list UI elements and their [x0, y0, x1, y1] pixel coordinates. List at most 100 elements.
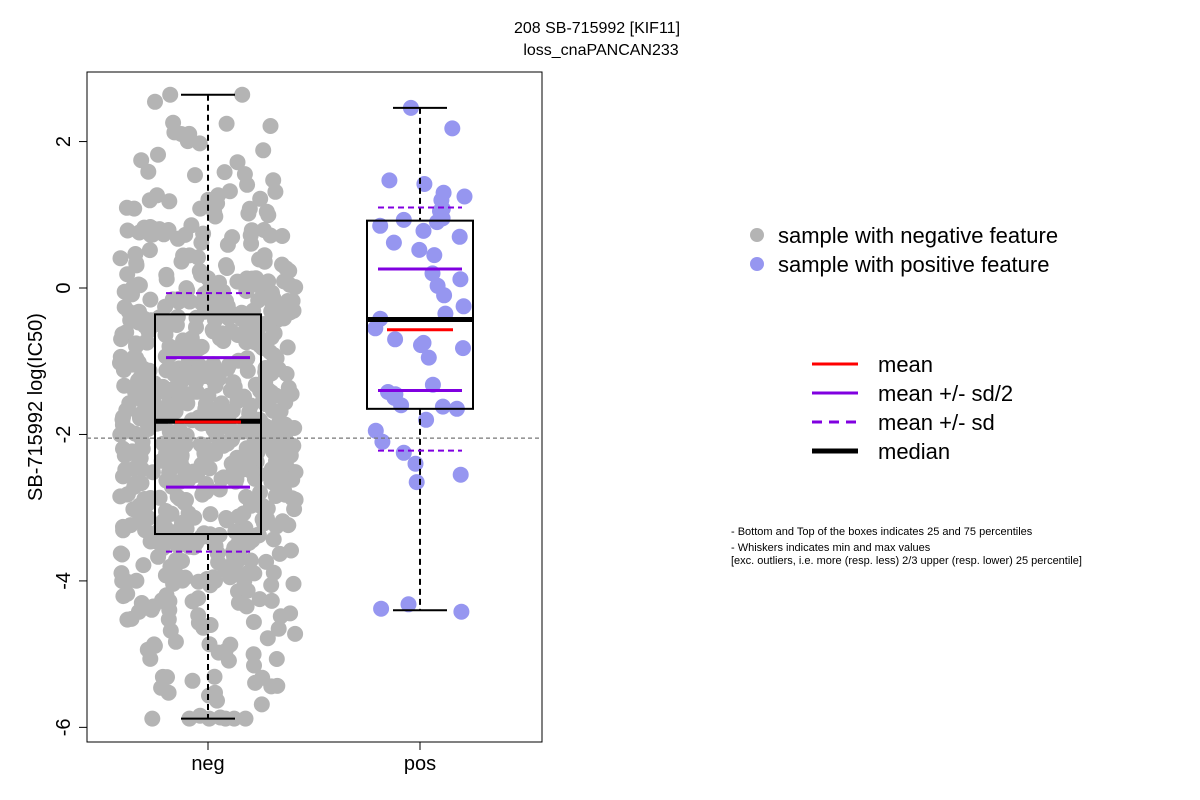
legend-neg-marker [750, 228, 764, 242]
pos-point [455, 298, 472, 315]
pos-point [413, 337, 429, 354]
neg-point [202, 617, 219, 633]
legend-lines: mean mean +/- sd/2 mean +/- sd median [812, 352, 1013, 464]
neg-point [236, 325, 253, 341]
neg-point [276, 482, 293, 499]
neg-point [246, 430, 263, 447]
neg-box [154, 313, 262, 536]
neg-point [162, 86, 179, 103]
neg-point [259, 630, 276, 647]
pos-point [426, 247, 443, 264]
neg-point [191, 135, 208, 152]
neg-point [150, 146, 166, 163]
x-axis: neg pos [191, 742, 436, 775]
legend-mean-label: mean [878, 352, 933, 377]
neg-point [237, 710, 254, 727]
neg-point [287, 491, 304, 508]
neg-point [210, 437, 227, 454]
neg-point [150, 548, 167, 565]
pos-point [415, 222, 432, 239]
neg-point [270, 620, 287, 637]
neg-point [252, 190, 269, 207]
neg-point [254, 669, 271, 686]
neg-point [268, 452, 284, 469]
neg-point [193, 234, 210, 251]
pos-point [420, 349, 437, 366]
y-tick-label: -2 [53, 426, 75, 444]
neg-point [130, 304, 146, 321]
note-line-3: [exc. outliers, i.e. more (resp. less) 2… [731, 555, 1082, 567]
neg-point [280, 304, 297, 321]
legend-pos-marker [750, 257, 764, 271]
pos-point [367, 320, 384, 337]
neg-point [205, 356, 222, 373]
neg-point [130, 603, 147, 620]
neg-point [265, 289, 282, 306]
neg-point [121, 395, 138, 412]
neg-point [207, 312, 223, 329]
neg-point [262, 118, 279, 134]
neg-point [116, 299, 133, 316]
neg-point [241, 564, 258, 581]
neg-point [127, 425, 144, 442]
neg-point [174, 572, 191, 589]
neg-point [181, 293, 198, 310]
y-axis-label: SB-715992 log(IC50) [25, 313, 47, 501]
neg-point [161, 193, 178, 210]
neg-point [276, 470, 293, 487]
neg-point [177, 226, 194, 243]
neg-point [146, 637, 163, 654]
neg-point [114, 326, 131, 343]
neg-point [218, 115, 235, 132]
neg-point [115, 588, 132, 605]
neg-point [263, 592, 280, 609]
neg-point [184, 593, 201, 610]
neg-point [143, 527, 160, 544]
neg-point [158, 472, 175, 489]
neg-point [225, 374, 242, 391]
neg-point [130, 354, 147, 371]
neg-point [244, 448, 261, 465]
neg-point [210, 187, 227, 204]
pos-point [456, 188, 473, 205]
pos-point [393, 397, 410, 414]
neg-point [167, 633, 184, 650]
neg-point [112, 250, 129, 267]
neg-point [246, 657, 262, 674]
note-line-1: - Bottom and Top of the boxes indicates … [731, 526, 1033, 538]
neg-point [142, 650, 159, 667]
plot-frame [86, 71, 543, 743]
neg-point [245, 646, 262, 663]
pos-box [366, 219, 474, 410]
neg-point [216, 164, 233, 181]
y-tick-label: 2 [53, 136, 75, 147]
neg-point [255, 142, 272, 159]
neg-point [157, 326, 174, 343]
neg-point [178, 427, 195, 444]
neg-point [283, 440, 300, 457]
neg-point [269, 404, 286, 421]
neg-point [128, 257, 145, 274]
neg-point [238, 598, 255, 615]
neg-point [115, 522, 132, 539]
neg-point [219, 260, 235, 276]
neg-point [263, 577, 280, 593]
neg-point [235, 505, 252, 522]
neg-point [191, 357, 208, 374]
neg-point [257, 396, 274, 413]
neg-point [114, 411, 131, 428]
neg-point [177, 529, 193, 546]
pos-point [424, 376, 441, 393]
neg-point [181, 125, 198, 142]
neg-point [142, 291, 159, 308]
pos-point [407, 455, 424, 472]
pos-point [381, 172, 398, 189]
neg-point [217, 643, 234, 660]
y-axis: -6 -4 -2 0 2 [53, 136, 87, 736]
neg-point [213, 395, 230, 412]
neg-point [128, 335, 145, 352]
neg-point [159, 669, 175, 686]
neg-point [197, 396, 214, 413]
neg-point [250, 292, 267, 309]
neg-point [250, 277, 267, 294]
